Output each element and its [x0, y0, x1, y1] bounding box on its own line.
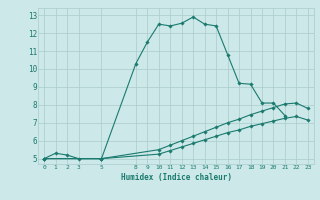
X-axis label: Humidex (Indice chaleur): Humidex (Indice chaleur) [121, 173, 231, 182]
